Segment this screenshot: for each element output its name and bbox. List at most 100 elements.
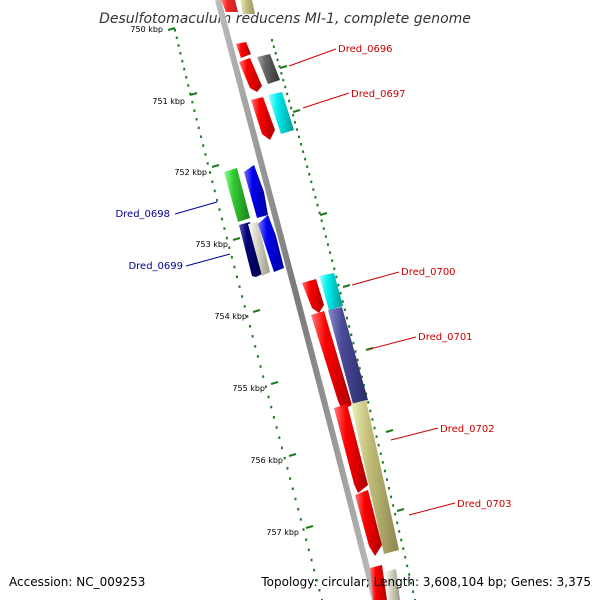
tick-dot [185,76,188,79]
tick-mark [189,92,198,96]
cog-ring-dot [302,150,305,153]
cog-ring-dot [373,426,376,430]
tick-mark [288,453,297,457]
tick-dot [310,558,313,562]
tick-label: 752 kbp [174,168,207,177]
tick-dots [174,29,323,600]
cog-ring-dot [316,203,319,207]
cog-ring-dot [358,367,361,370]
gene-label-dred-0701[interactable]: Dred_0701 [418,332,473,343]
tick-label: 750 kbp [130,25,163,34]
cog-ring-dot [348,325,351,328]
gene-label-dred-0703[interactable]: Dred_0703 [457,499,512,510]
cog-ring-mark [396,508,405,512]
tick-dot [241,295,244,298]
tick-dot [202,144,205,147]
tick-label: 755 kbp [232,384,265,393]
tick-dot [318,588,321,592]
cog-ring-dot [322,227,325,230]
cog-ring-mark [279,65,288,69]
cog-ring-dot [290,106,293,110]
gene-dred-0701 [311,307,368,410]
tick-dot [189,92,192,96]
tick-dot [248,325,251,328]
cog-ring-dot [406,564,409,568]
label-leaders [174,48,456,516]
tick-dot [251,335,254,338]
tick-dot [291,487,294,491]
tick-dot [262,375,265,378]
cog-ring-dot [288,99,291,103]
tick-dot [286,467,289,470]
cog-ring-dot [276,58,279,62]
cog-ring-dot [392,504,395,507]
cog-ring-dot [320,219,323,222]
cog-ring-dot [345,316,348,320]
gene-label-dred-0700[interactable]: Dred_0700 [401,267,456,278]
tick-dot [197,126,200,130]
cog-ring-dot [326,243,329,246]
tick-dot [209,171,212,174]
tick-dot [216,199,219,202]
gene-labels: Dred_0696 Dred_0697 Dred_0698 Dred_0699 … [115,44,511,510]
gene-dred-0703 [355,490,382,556]
cog-ring-dot [350,333,353,336]
tick-dot [230,256,233,259]
cog-ring-dot [300,143,303,146]
cog-ring-dot [308,173,311,176]
tick-dot [193,109,196,112]
cog-ring-dot [381,461,384,464]
gene-label-dred-0698[interactable]: Dred_0698 [115,209,170,220]
tick-dot [267,395,270,399]
tick-dot [264,385,267,389]
tick-dot [302,528,305,531]
cog-ring-dot [306,165,309,168]
cog-ring-dot [394,512,397,516]
genome-summary-label: Topology: circular; Length: 3,608,104 bp… [260,575,591,589]
tick-dot [243,305,246,308]
cog-ring-dot [335,275,338,279]
cog-ring-dot [333,267,336,271]
gene-label-dred-0699[interactable]: Dred_0699 [128,261,183,272]
tick-dot [218,208,221,211]
feature-bottom-partial [370,565,400,600]
gene-label-dred-0696[interactable]: Dred_0696 [338,44,393,55]
tick-dot [206,162,209,165]
tick-dot [297,507,300,511]
cog-ring-dot [367,401,370,404]
gene-label-dred-0702[interactable]: Dred_0702 [440,424,495,435]
cog-ring-dot [375,435,378,438]
cog-ring-dot [310,180,313,184]
tick-mark [232,237,241,241]
tick-label: 753 kbp [195,240,228,249]
cog-ring-dot [304,157,307,161]
tick-dot [175,36,178,40]
cog-ring-dot [369,409,372,413]
cog-ring-dot [296,128,299,131]
accession-label: Accession: NC_009253 [9,575,145,589]
gene-label-dred-0697[interactable]: Dred_0697 [351,89,406,100]
cog-ring-dot [331,259,334,262]
gene-dred-0698 [224,165,268,222]
tick-dot [283,456,286,460]
tick-dot [259,365,262,368]
cog-ring-dot [314,196,317,199]
tick-dot [191,100,194,104]
tick-dot [246,315,249,318]
cog-ring-mark [342,284,351,288]
cog-ring-dot [379,452,382,456]
tick-dot [299,518,302,521]
tick-dot [204,153,207,156]
tick-mark [252,309,261,313]
tick-mark [211,164,220,168]
cog-ring-dot [377,443,380,447]
cog-ring-dot [371,418,374,421]
tick-dot [307,548,310,552]
tick-dot [315,578,318,582]
cog-ring-dot [404,556,407,559]
tick-dot [278,436,281,439]
tick-mark [305,525,314,529]
cog-ring-dot [362,384,365,387]
cog-ring-dot [286,92,289,96]
